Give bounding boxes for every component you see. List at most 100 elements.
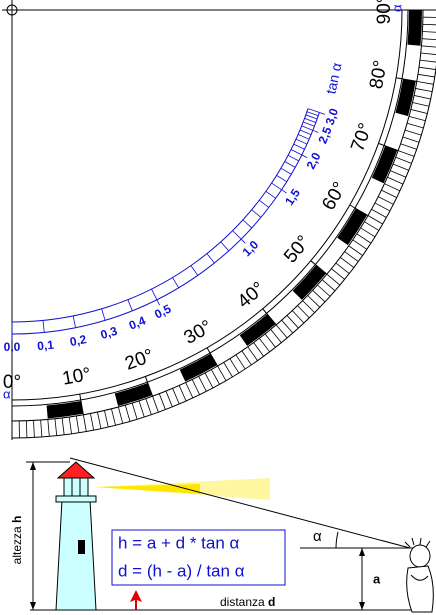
tan-tick — [72, 315, 76, 328]
degree-tick — [367, 215, 383, 225]
degree-tick — [364, 221, 380, 231]
degree-tick — [241, 350, 252, 366]
degree-label: 80° — [366, 59, 392, 91]
distance-diagram: altezza h α a h = a + d * tan α d = — [10, 457, 434, 613]
tan-tick — [271, 182, 287, 194]
degree-tick — [404, 129, 422, 136]
lantern — [63, 477, 89, 497]
decade-tick — [349, 204, 369, 216]
light-beam-core — [95, 484, 200, 494]
formula-2: d = (h - a) / tan α — [118, 561, 245, 580]
degree-tick — [33, 420, 35, 438]
height-word: altezza — [10, 526, 24, 564]
tan-tick — [232, 230, 246, 244]
degree-tick — [138, 400, 145, 418]
decade-tick — [262, 308, 277, 326]
degree-tick — [412, 102, 430, 107]
degree-tick — [158, 393, 166, 410]
degree-tick — [40, 419, 43, 437]
degree-tick — [339, 257, 355, 268]
degree-tick — [406, 122, 424, 129]
degree-tick — [68, 416, 72, 434]
degree-tick — [390, 170, 407, 178]
degree-tick — [371, 208, 387, 218]
degree-label: 10° — [61, 364, 93, 390]
degree-tick — [25, 420, 28, 438]
degree-tick — [302, 300, 315, 313]
degree-tick — [217, 365, 227, 381]
degree-tick — [292, 310, 305, 324]
degree-tick — [264, 333, 276, 348]
decade-tick — [144, 376, 154, 397]
tan-tick — [172, 277, 180, 289]
degree-tick — [281, 319, 294, 334]
roof — [56, 461, 96, 479]
tan-tick — [293, 143, 305, 150]
degree-tick — [415, 88, 433, 93]
tan-tick — [305, 114, 318, 120]
angle-label: α — [313, 528, 322, 545]
black-band — [395, 78, 416, 117]
degree-tick — [392, 163, 409, 171]
black-band — [46, 400, 84, 419]
tan-tick — [304, 117, 316, 123]
degree-tick — [420, 52, 436, 55]
black-band — [114, 383, 153, 407]
degree-tick — [356, 233, 372, 244]
degree-tick — [117, 406, 124, 424]
degree-tick — [335, 262, 350, 274]
tan-tick — [297, 134, 310, 140]
degree-tick — [321, 279, 336, 292]
degree-tick — [152, 396, 159, 413]
alpha-left: α — [3, 386, 11, 401]
tan-arc — [11, 108, 309, 323]
tan-tick — [287, 154, 299, 162]
a-label: a — [373, 571, 381, 586]
tan-label: 2,0 — [304, 150, 324, 171]
degree-tick — [381, 189, 397, 198]
degree-tick — [210, 369, 220, 385]
tan-tick — [295, 138, 308, 145]
degree-tick — [326, 273, 341, 286]
degree-tick — [172, 388, 180, 405]
tan-label: 0,1 — [37, 338, 55, 354]
degree-tick — [253, 342, 264, 357]
tan-label: 0,5 — [152, 301, 173, 321]
observer — [404, 537, 434, 613]
degree-tick — [270, 329, 282, 343]
tan-tick — [280, 167, 292, 175]
tan-tick — [151, 288, 160, 306]
degree-tick — [417, 73, 435, 78]
tan-tick — [251, 209, 262, 218]
degree-tick — [410, 109, 428, 114]
window — [78, 540, 85, 554]
degree-tick — [235, 354, 246, 370]
ring-arc — [11, 9, 409, 407]
degree-tick — [400, 143, 417, 150]
degree-tick — [47, 419, 50, 437]
tan-tick — [301, 125, 319, 133]
tan-tick — [220, 241, 230, 252]
degree-tick — [331, 268, 345, 280]
degree-tick — [198, 376, 207, 392]
formula-box — [111, 529, 286, 586]
black-band — [292, 265, 327, 300]
degree-tick — [111, 408, 116, 426]
degree-tick — [416, 80, 434, 85]
decade-tick — [206, 347, 218, 367]
tan-label: 0,0 — [4, 340, 21, 354]
degree-tick — [204, 372, 214, 389]
degree-tick — [378, 196, 394, 205]
tan-tick — [42, 320, 45, 333]
tan-tick — [284, 161, 296, 168]
black-band — [371, 145, 398, 184]
black-band — [407, 10, 422, 46]
degree-tick — [384, 183, 401, 192]
degree-tick — [185, 382, 194, 399]
degree-tick — [191, 379, 200, 395]
quadrant: α α 0° 10°20°30°40°50°60°70°80°90°0,0 0,1 0… — [2, 0, 436, 440]
degree-tick — [247, 346, 258, 361]
degree-tick — [297, 305, 310, 319]
tan-tick — [242, 219, 253, 229]
tan-tick — [306, 111, 319, 116]
